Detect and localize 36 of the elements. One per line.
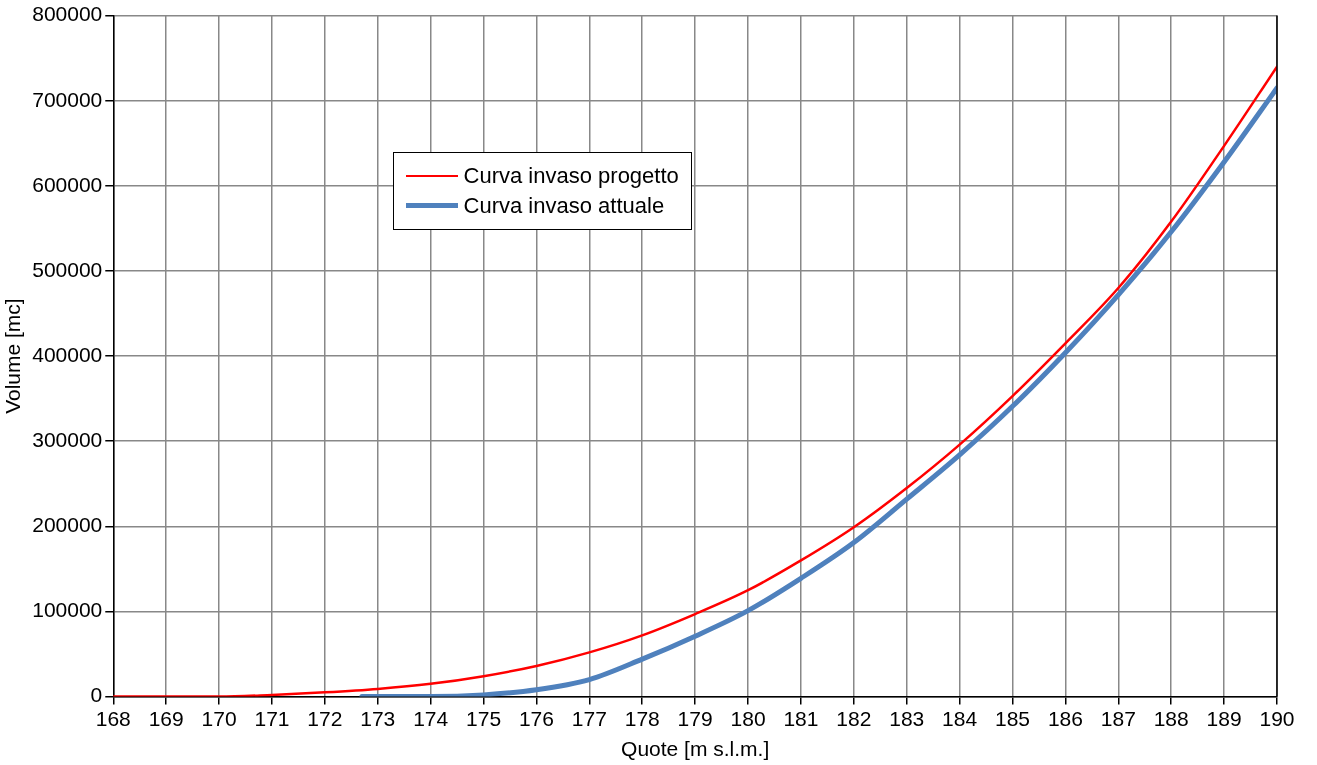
x-tick-label: 172 [307,707,343,730]
x-tick-label: 177 [571,707,607,730]
x-tick-label: 178 [624,707,660,730]
legend-label: Curva invaso attuale [463,191,665,220]
x-tick-label: 188 [1153,707,1189,730]
x-tick-label: 173 [360,707,396,730]
y-tick-label: 100000 [32,598,103,622]
x-tick-label: 186 [1047,707,1083,730]
y-tick-label: 0 [90,683,103,707]
x-axis-title: Quote [m s.l.m.] [621,737,770,761]
x-tick-label: 176 [518,707,554,730]
y-axis-title: Volume [mc] [1,298,25,414]
y-tick-label: 600000 [32,172,103,196]
x-tick-label: 189 [1206,707,1242,730]
y-tick-label: 700000 [32,87,103,111]
y-tick-label: 400000 [32,342,103,366]
y-tick-label: 300000 [32,428,103,452]
x-tick-label: 187 [1100,707,1136,730]
x-tick-label: 184 [942,707,978,730]
x-tick-label: 171 [254,707,290,730]
x-tick-label: 181 [783,707,819,730]
x-tick-label: 170 [201,707,237,730]
x-tick-label: 179 [677,707,713,730]
x-tick-label: 169 [148,707,184,730]
x-tick-label: 182 [836,707,872,730]
y-tick-label: 500000 [32,257,103,281]
x-tick-label: 180 [730,707,766,730]
x-tick-label: 185 [994,707,1031,730]
x-tick-label: 168 [95,707,131,730]
y-tick-label: 200000 [32,513,103,537]
y-tick-label: 800000 [32,2,103,26]
x-tick-label: 175 [466,707,502,730]
x-tick-label: 183 [889,707,925,730]
x-tick-label: 190 [1259,707,1295,730]
legend-label: Curva invaso progetto [463,161,679,190]
x-tick-label: 174 [413,707,449,730]
